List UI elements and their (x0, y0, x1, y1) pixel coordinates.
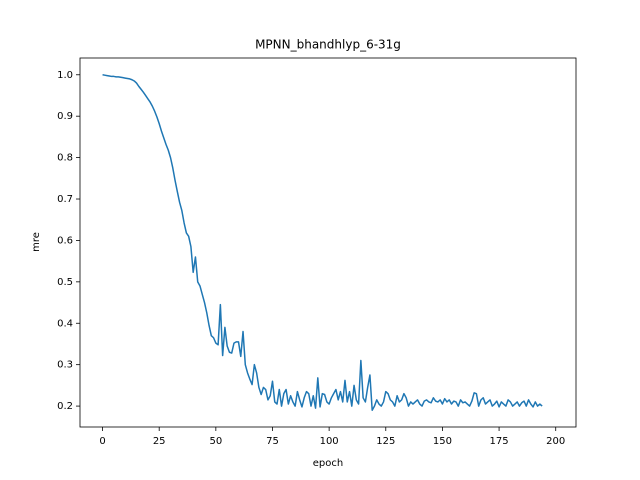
x-tick-label: 150 (433, 436, 452, 447)
x-axis-label: epoch (313, 458, 343, 469)
y-tick-label: 0.2 (57, 401, 73, 412)
y-tick-label: 1.0 (57, 70, 73, 81)
x-tick-label: 50 (209, 436, 222, 447)
x-tick-label: 175 (490, 436, 509, 447)
y-tick-label: 0.6 (57, 235, 73, 246)
y-tick-label: 0.4 (57, 318, 73, 329)
x-tick-label: 100 (320, 436, 339, 447)
x-tick-label: 200 (546, 436, 565, 447)
y-tick-label: 0.9 (57, 111, 73, 122)
y-tick-label: 0.8 (57, 153, 73, 164)
y-tick-label: 0.3 (57, 360, 73, 371)
y-axis-label: mre (31, 232, 42, 252)
chart-title: MPNN_bhandhlyp_6-31g (255, 38, 401, 52)
x-tick-label: 125 (376, 436, 395, 447)
plot-frame (79, 57, 577, 428)
x-tick-label: 75 (266, 436, 279, 447)
line-series (102, 74, 543, 411)
y-tick-label: 0.5 (57, 277, 73, 288)
x-tick-label: 25 (153, 436, 166, 447)
y-tick-label: 0.7 (57, 194, 73, 205)
x-tick-label: 0 (99, 436, 105, 447)
